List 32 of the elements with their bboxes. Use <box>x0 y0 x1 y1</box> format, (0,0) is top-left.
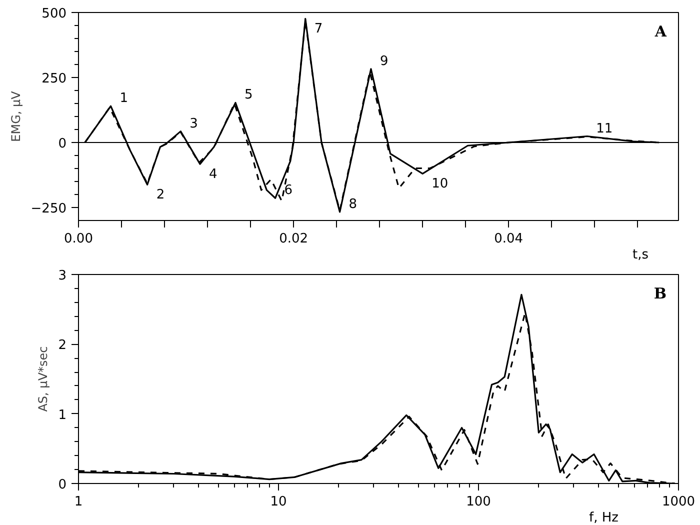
x-tick-label: 10 <box>270 494 287 510</box>
x-tick-label: 1 <box>74 494 83 510</box>
annotation: 7 <box>314 22 323 37</box>
annotation: 11 <box>596 121 613 136</box>
y-axis-title: EMG, μV <box>8 90 23 142</box>
y-tick-label: −250 <box>30 202 67 216</box>
x-axis-title: f, Hz <box>589 510 619 525</box>
y-tick-label: 2 <box>58 338 67 354</box>
y-tick-label: 0 <box>58 478 67 492</box>
annotation: A <box>654 22 667 40</box>
annotation: 9 <box>380 54 388 69</box>
y-tick-label: 3 <box>58 268 67 284</box>
annotation: 3 <box>190 116 198 132</box>
annotation: 8 <box>348 196 358 212</box>
x-tick-label: 0.00 <box>64 232 93 246</box>
x-tick-label: 0.04 <box>494 232 524 246</box>
annotation: 2 <box>156 188 165 203</box>
y-tick-label: 500 <box>42 6 67 22</box>
x-tick-label: 1000 <box>662 494 696 510</box>
x-tick-label: 0.02 <box>279 232 308 246</box>
annotation: B <box>654 284 667 302</box>
y-axis-title: AS, μV*sec <box>36 346 50 412</box>
annotation: 1 <box>120 91 128 106</box>
x-tick-label: 100 <box>466 494 491 510</box>
y-tick-label: 0 <box>58 136 67 152</box>
annotation: 10 <box>432 176 448 192</box>
annotation: 4 <box>209 167 218 182</box>
x-axis-title: t,s <box>632 248 649 262</box>
annotation: 5 <box>244 88 253 103</box>
y-tick-label: 1 <box>58 408 67 423</box>
annotation: 6 <box>284 183 293 198</box>
y-tick-label: 250 <box>42 72 67 86</box>
